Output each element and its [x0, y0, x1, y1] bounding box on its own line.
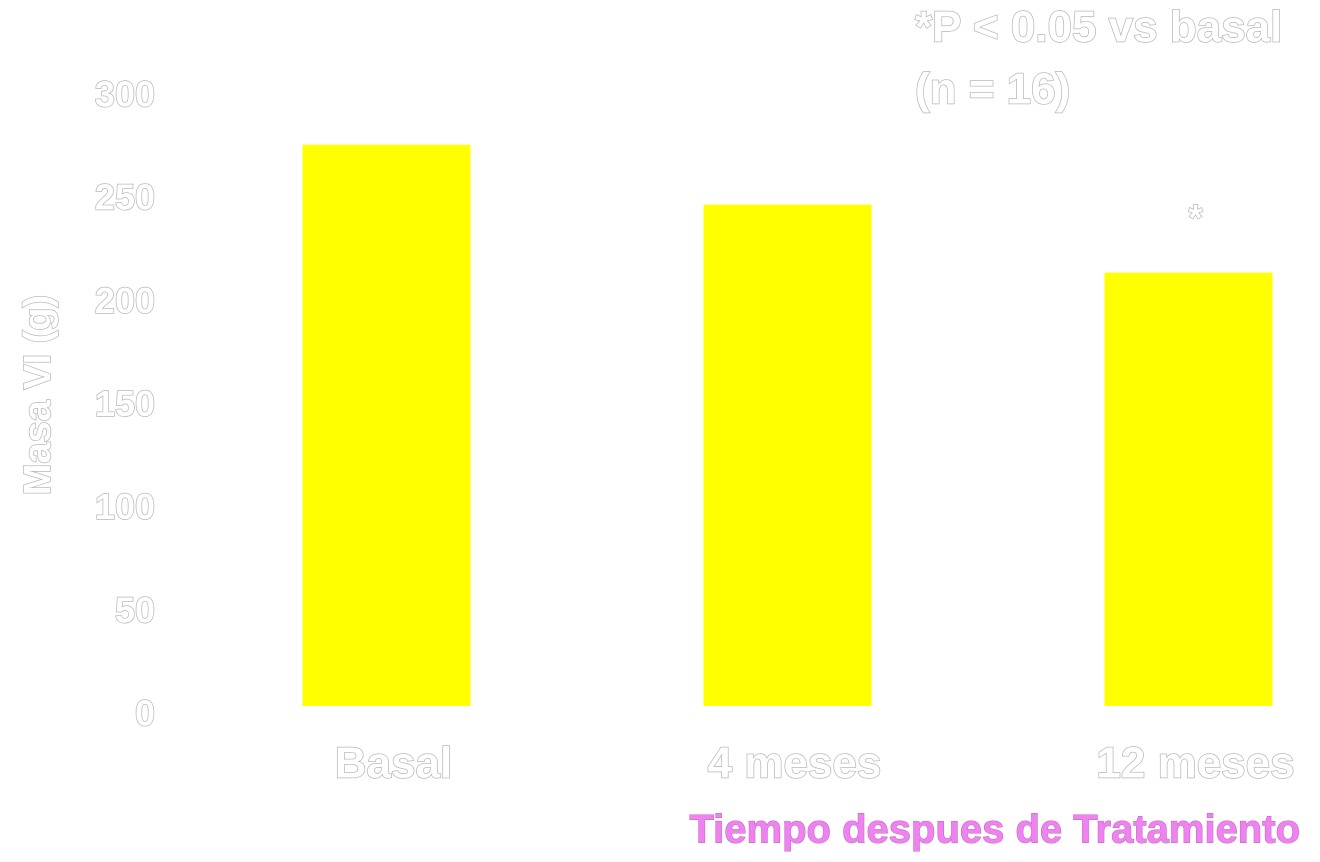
annotation: (n = 16) [915, 65, 1070, 114]
x-tick-label: Basal [335, 739, 452, 788]
bar [1104, 272, 1273, 706]
bar [302, 144, 471, 707]
y-tick-label: 150 [95, 383, 155, 424]
y-tick-label: 300 [95, 74, 155, 115]
x-tick-label: 12 meses [1096, 739, 1294, 788]
significance-marker: * [1188, 197, 1202, 238]
x-tick-label: 4 meses [708, 739, 882, 788]
y-tick-label: 200 [95, 280, 155, 321]
annotation: *P < 0.05 vs basal [915, 3, 1282, 52]
x-axis-label: Tiempo despues de Tratamiento [689, 808, 1300, 852]
y-axis-label: Masa VI (g) [17, 295, 59, 496]
y-tick-label: 100 [95, 486, 155, 527]
y-tick-label: 250 [95, 177, 155, 218]
bar [703, 204, 872, 707]
y-tick-label: 50 [115, 589, 155, 630]
y-tick-label: 0 [135, 693, 155, 734]
